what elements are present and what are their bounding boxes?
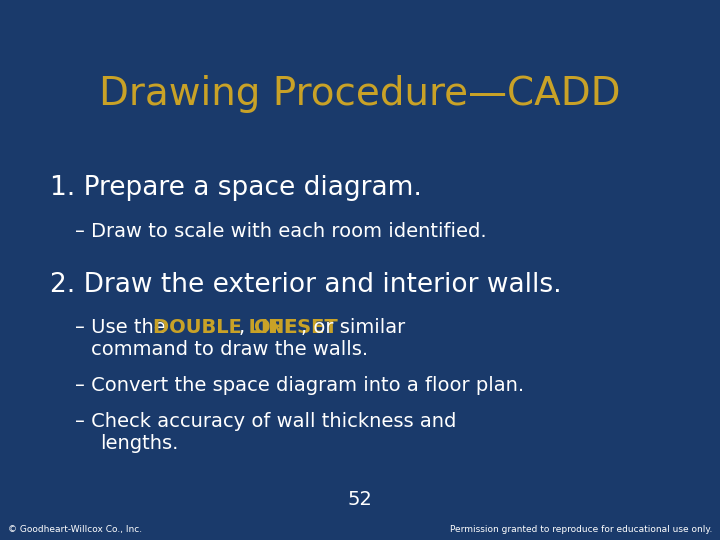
Text: © Goodheart-Willcox Co., Inc.: © Goodheart-Willcox Co., Inc. (8, 525, 142, 534)
Text: command to draw the walls.: command to draw the walls. (91, 340, 368, 359)
Text: – Check accuracy of wall thickness and: – Check accuracy of wall thickness and (75, 412, 456, 431)
Text: 2. Draw the exterior and interior walls.: 2. Draw the exterior and interior walls. (50, 272, 562, 298)
Text: – Use the: – Use the (75, 318, 172, 337)
Text: DOUBLE LINE: DOUBLE LINE (153, 318, 297, 337)
Text: OFFSET: OFFSET (254, 318, 338, 337)
Text: 52: 52 (348, 490, 372, 509)
Text: – Convert the space diagram into a floor plan.: – Convert the space diagram into a floor… (75, 376, 524, 395)
Text: Drawing Procedure—CADD: Drawing Procedure—CADD (99, 75, 621, 113)
Text: ,: , (239, 318, 251, 337)
Text: , or similar: , or similar (301, 318, 405, 337)
Text: 1. Prepare a space diagram.: 1. Prepare a space diagram. (50, 175, 422, 201)
Text: – Draw to scale with each room identified.: – Draw to scale with each room identifie… (75, 222, 487, 241)
Text: lengths.: lengths. (100, 434, 179, 453)
Text: Permission granted to reproduce for educational use only.: Permission granted to reproduce for educ… (449, 525, 712, 534)
